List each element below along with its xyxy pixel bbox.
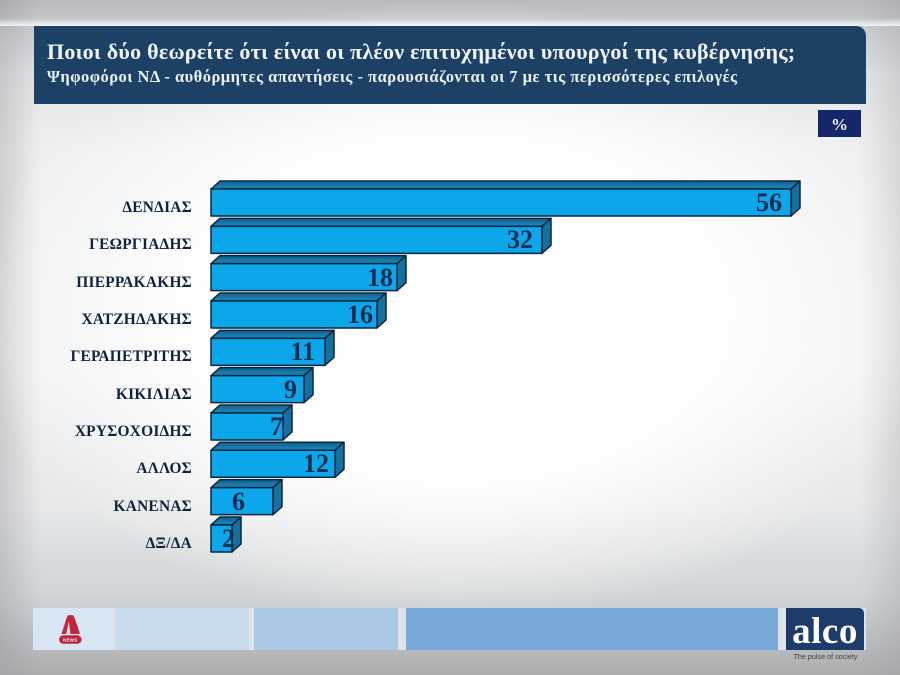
svg-text:NEWS: NEWS [63,638,77,643]
